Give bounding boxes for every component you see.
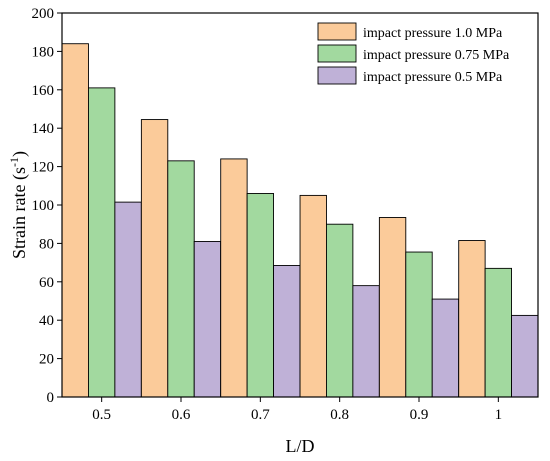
y-tick-label: 180 [32,44,55,60]
bar-series1-0_7 [220,158,248,398]
bar-series3-0_6 [193,241,222,398]
bar-series3-0_7 [273,265,301,398]
bar-series2-1 [484,267,512,398]
legend: impact pressure 1.0 MPa impact pressure 0… [317,22,510,85]
bar-series1-0_9 [378,217,407,398]
y-axis-title: Strain rate (s-1) [7,151,30,259]
x-tick-label: 0.6 [172,407,191,423]
bar-series3-0_8 [352,285,380,398]
y-tick-label: 200 [32,6,55,22]
y-tick-label: 60 [39,275,54,291]
y-tick-label: 80 [39,236,54,252]
bar-series3-0_9 [431,298,460,398]
y-axis: 0 20 40 60 80 100 120 140 160 180 200 [32,6,62,406]
x-tick-label: 0.9 [410,407,429,423]
y-tick-label: 40 [39,313,54,329]
x-tick-label: 0.5 [92,407,111,423]
legend-swatch [317,44,357,63]
bar-series2-0_8 [326,223,354,398]
x-axis-title: L/D [286,436,315,456]
y-tick-label: 20 [39,352,54,368]
legend-swatch [317,66,357,85]
bar-series1-0_6 [140,119,169,398]
x-axis: 0.5 0.6 0.7 0.8 0.9 1 [92,397,502,423]
y-axis-title-superscript: -1 [7,157,21,167]
bar-series3-0_5 [114,201,142,398]
bar-series2-0_9 [405,251,433,398]
bar-series3-1 [511,314,539,398]
y-tick-label: 0 [47,390,55,406]
bar-series1-0_5 [61,43,89,398]
legend-label: impact pressure 0.5 MPa [363,70,503,85]
bar-series1-1 [458,240,486,398]
bar-series2-0_6 [167,160,195,398]
bar-series1-0_8 [299,194,327,398]
y-tick-label: 140 [32,121,55,137]
bar-series2-0_7 [246,193,274,398]
y-tick-label: 120 [32,160,55,176]
x-tick-label: 0.8 [330,407,349,423]
legend-label: impact pressure 1.0 MPa [363,26,503,41]
bar-series2-0_5 [88,87,116,398]
x-tick-label: 1 [495,407,503,423]
legend-swatch [317,22,357,41]
y-tick-label: 160 [32,83,55,99]
legend-label: impact pressure 0.75 MPa [363,48,510,63]
bars-layer [61,43,539,398]
y-tick-label: 100 [32,198,55,214]
x-tick-label: 0.7 [251,407,270,423]
